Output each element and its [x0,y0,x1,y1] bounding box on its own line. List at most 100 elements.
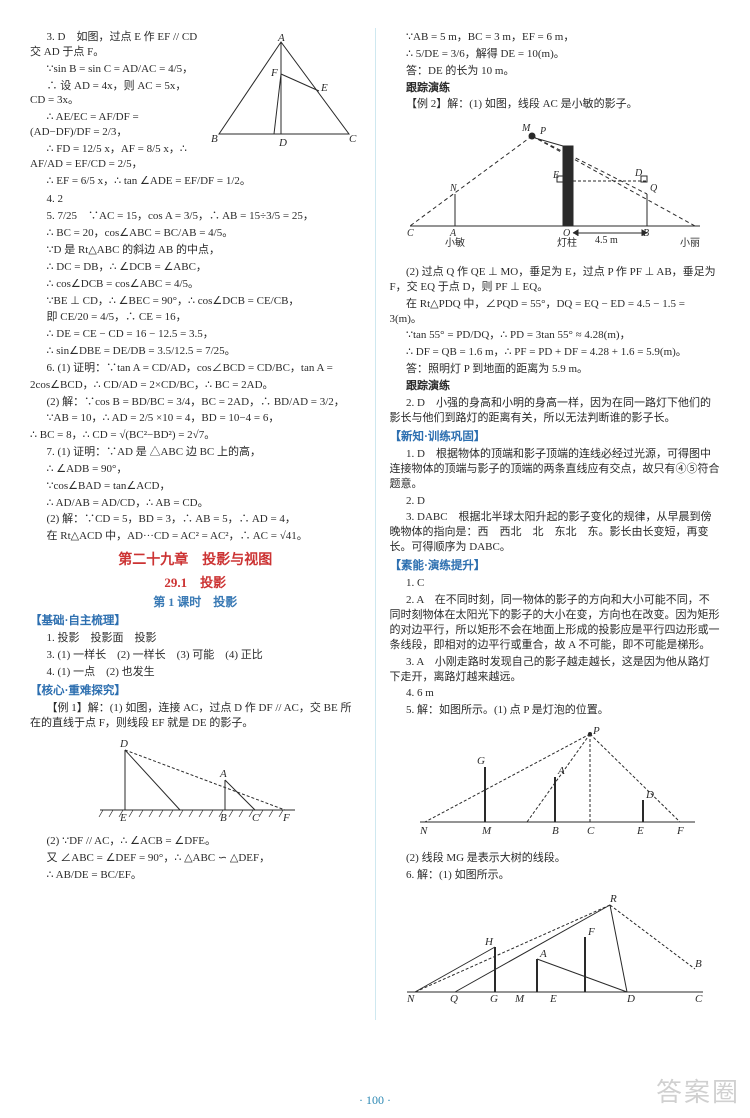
heading-new: 【新知·训练巩固】 [390,430,721,446]
svg-text:N: N [419,825,428,837]
svg-text:A: A [557,765,565,777]
svg-text:E: E [552,170,559,181]
svg-text:B: B [220,812,227,824]
a4: 4. 6 m [390,686,721,701]
heading-core: 【核心·重难探究】 [30,684,361,700]
svg-text:E: E [549,993,557,1005]
left-column: A B C D E F 3. D 如图，过点 E 作 EF // CD 交 AD… [30,28,361,1020]
svg-text:N: N [449,183,458,194]
svg-text:B: B [643,228,649,239]
p7f: 在 Rt△ACD 中，AD···CD = AC² = AC²，∴ AC = √4… [30,529,361,544]
p5g: 即 CE/20 = 4/5，∴ CE = 16， [30,310,361,325]
svg-text:B: B [552,825,559,837]
track1: 跟踪演练 [390,81,721,96]
svg-text:A: A [219,768,227,780]
right-column: ∵AB = 5 m，BC = 3 m，EF = 6 m， ∴ 5/DE = 3/… [390,28,721,1020]
p6b: 2cos∠BCD，∴ CD/AD = 2×CD/BC，∴ BC = 2AD。 [30,378,361,393]
b3: 3. (1) 一样长 (2) 一样长 (3) 可能 (4) 正比 [30,648,361,663]
track2: 跟踪演练 [390,379,721,394]
p7c: ∵cos∠BAD = tan∠ACD， [30,479,361,494]
a2: 2. A 在不同时刻，同一物体的影子的方向和大小可能不同，不同时刻物体在太阳光下… [390,593,721,652]
svg-text:M: M [481,825,492,837]
p5f: ∵BE ⊥ CD，∴ ∠BEC = 90°，∴ cos∠DCB = CE/CB， [30,294,361,309]
ex1c: 又 ∠ABC = ∠DEF = 90°，∴ △ABC ∽ △DEF， [30,851,361,866]
subsection-title: 第 1 课时 投影 [30,594,361,610]
svg-text:B: B [211,133,218,145]
page-number: · 100 · [0,1092,750,1108]
svg-text:B: B [695,958,702,970]
svg-text:小敏: 小敏 [445,236,465,249]
r1c: 答：DE 的长为 10 m。 [390,64,721,79]
a3: 3. A 小刚走路时发现自己的影子越走越长，这是因为他从路灯下走开，离路灯越来越… [390,655,721,685]
heading-basic: 【基础·自主梳理】 [30,614,361,630]
svg-text:F: F [587,926,595,938]
svg-text:C: C [252,812,260,824]
p6d: ∵AB = 10，∴ AD = 2/5 ×10 = 4，BD = 10−4 = … [30,411,361,426]
svg-text:C: C [407,228,414,239]
svg-text:F: F [676,825,684,837]
fig-lamp: M P N Q E D C A O B 小敏 灯柱 小丽 4.5 m [390,116,721,261]
n1: 1. D 根据物体的顶端和影子顶端的连线必经过光源，可得图中连接物体的顶端与影子… [390,447,721,492]
ex2a: 【例 2】解：(1) 如图，线段 AC 是小敏的影子。 [390,97,721,112]
column-separator [375,28,376,1020]
a5: 5. 解：如图所示。(1) 点 P 是灯泡的位置。 [390,703,721,718]
p4: 4. 2 [30,192,361,207]
svg-text:G: G [490,993,498,1005]
p7e: (2) 解：∵CD = 5，BD = 3，∴ AB = 5，∴ AD = 4， [30,512,361,527]
svg-text:Q: Q [450,993,458,1005]
r1a: ∵AB = 5 m，BC = 3 m，EF = 6 m， [390,30,721,45]
svg-text:E: E [320,82,328,94]
svg-text:F: F [282,812,290,824]
watermark: 答案圈 [656,1075,740,1110]
n2: 2. D [390,494,721,509]
fig-p6: R B F H A D N Q G M E C [390,887,721,1017]
svg-text:C: C [695,993,703,1005]
p6a: 6. (1) 证明：∵tan A = CD/AD，cos∠BCD = CD/BC… [30,361,361,376]
fig-p5: P G A D N M B C E F [390,722,721,847]
p5d: ∴ DC = DB，∴ ∠DCB = ∠ABC， [30,260,361,275]
chapter-title: 第二十九章 投影与视图 [30,552,361,571]
svg-text:N: N [406,993,415,1005]
svg-text:D: D [634,168,643,179]
p3e: ∴ EF = 6/5 x，∴ tan ∠ADE = EF/DF = 1/2。 [30,174,361,189]
svg-text:A: A [539,948,547,960]
ex1b: (2) ∵DF // AC，∴ ∠ACB = ∠DFE。 [30,834,361,849]
p5i: ∴ sin∠DBE = DE/DB = 3.5/12.5 = 7/25。 [30,344,361,359]
a6: 6. 解：(1) 如图所示。 [390,868,721,883]
ex1d: ∴ AB/DE = BC/EF。 [30,868,361,883]
p5h: ∴ DE = CE − CD = 16 − 12.5 = 3.5， [30,327,361,342]
p5e: ∴ cos∠DCB = cos∠ABC = 4/5。 [30,277,361,292]
fig-triangle: A B C D E F [201,34,361,159]
svg-text:H: H [484,936,494,948]
svg-text:D: D [645,789,654,801]
r1b: ∴ 5/DE = 3/6，解得 DE = 10(m)。 [390,47,721,62]
svg-text:M: M [521,123,531,134]
a1: 1. C [390,576,721,591]
n3: 3. DABC 根据北半球太阳升起的影子变化的规律，从早晨到傍晚物体的指向是：西… [390,510,721,555]
a5b: (2) 线段 MG 是表示大树的线段。 [390,851,721,866]
svg-text:D: D [278,137,287,149]
svg-text:D: D [119,738,128,750]
ex1a: 【例 1】解：(1) 如图，连接 AC，过点 D 作 DF // AC，交 BE… [30,701,361,731]
b4: 4. (1) 一点 (2) 也发生 [30,665,361,680]
p7b: ∴ ∠ADB = 90°， [30,462,361,477]
svg-text:A: A [277,34,285,44]
ex2f: 答：照明灯 P 到地面的距离为 5.9 m。 [390,362,721,377]
p6e: ∴ BC = 8，∴ CD = √(BC²−BD²) = 2√7。 [30,428,361,443]
svg-text:灯柱: 灯柱 [557,236,577,249]
svg-text:C: C [587,825,595,837]
svg-text:F: F [270,67,278,79]
section-title: 29.1 投影 [30,574,361,592]
ex2e: ∴ DF = QB = 1.6 m，∴ PF = PD + DF = 4.28 … [390,345,721,360]
svg-text:E: E [636,825,644,837]
p7a: 7. (1) 证明：∵AD 是 △ABC 边 BC 上的高， [30,445,361,460]
p5b: ∴ BC = 20，cos∠ABC = BC/AB = 4/5。 [30,226,361,241]
svg-text:D: D [626,993,635,1005]
svg-text:R: R [609,893,617,905]
svg-text:E: E [119,812,127,824]
svg-text:P: P [539,126,546,137]
b1: 1. 投影 投影面 投影 [30,631,361,646]
heading-ability: 【素能·演练提升】 [390,559,721,575]
fig-shadow1: D E A B C F [30,735,361,830]
svg-text:4.5 m: 4.5 m [595,235,618,246]
